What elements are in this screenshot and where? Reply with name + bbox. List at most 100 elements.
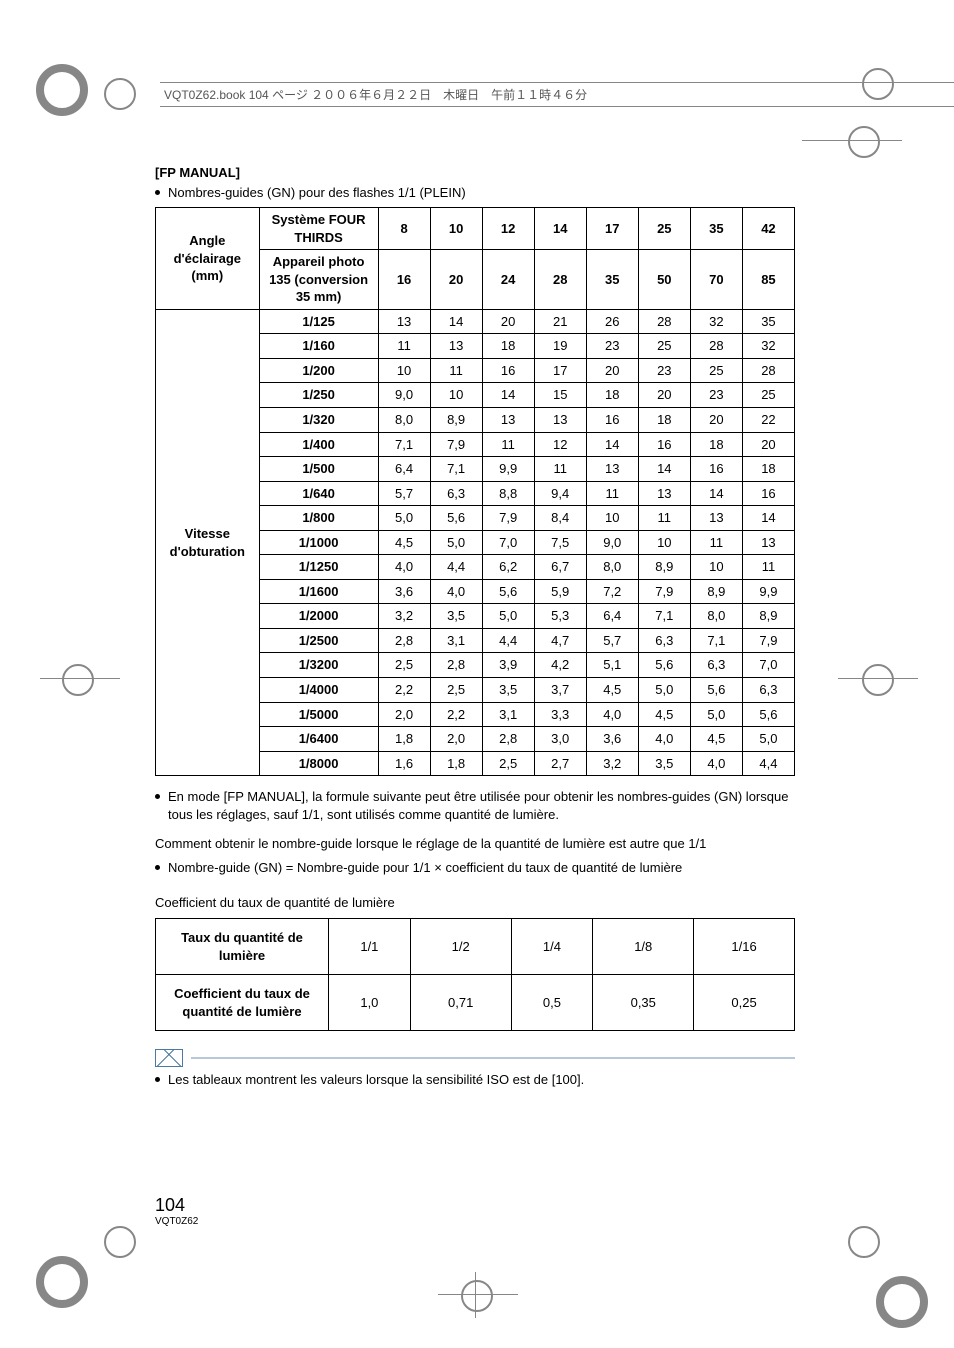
gn-cell: 1,6 bbox=[378, 751, 430, 776]
coef-row-value: Coefficient du taux de quantité de lumiè… bbox=[156, 975, 795, 1031]
gn-cell: 1,8 bbox=[430, 751, 482, 776]
gn-cell: 18 bbox=[482, 334, 534, 359]
gn-cell: 28 bbox=[742, 358, 794, 383]
gn-cell: 28 bbox=[638, 309, 690, 334]
gn-cell: 3,3 bbox=[534, 702, 586, 727]
gn-cell: 2,8 bbox=[378, 628, 430, 653]
coef-ratio-cell: 1/16 bbox=[694, 918, 795, 974]
gn-cell: 13 bbox=[430, 334, 482, 359]
gn-cell: 5,0 bbox=[638, 678, 690, 703]
gn-cell: 13 bbox=[638, 481, 690, 506]
gn-cell: 6,3 bbox=[430, 481, 482, 506]
gn-cell: 7,5 bbox=[534, 530, 586, 555]
bullet-icon bbox=[155, 794, 160, 799]
gn-cell: 3,5 bbox=[638, 751, 690, 776]
gn-cell: 8,4 bbox=[534, 506, 586, 531]
reg-mark-icon bbox=[104, 1226, 136, 1258]
gn-cell: 12 bbox=[534, 432, 586, 457]
gn-cell: 3,0 bbox=[534, 727, 586, 752]
gn-header-row-system: Angle d'éclairage (mm) Système FOUR THIR… bbox=[156, 208, 795, 250]
gn-shutter-speed: 1/1250 bbox=[259, 555, 378, 580]
gn-cell: 2,7 bbox=[534, 751, 586, 776]
gn-cell: 28 bbox=[690, 334, 742, 359]
reg-mark-icon bbox=[36, 64, 88, 116]
gn-cell: 3,2 bbox=[378, 604, 430, 629]
gn-system-value: 12 bbox=[482, 208, 534, 250]
content-area: [FP MANUAL] Nombres-guides (GN) pour des… bbox=[155, 164, 795, 1095]
gn-shutter-speed: 1/800 bbox=[259, 506, 378, 531]
gn-cell: 11 bbox=[690, 530, 742, 555]
gn-cell: 2,5 bbox=[430, 678, 482, 703]
gn-cell: 5,0 bbox=[742, 727, 794, 752]
coef-value-cell: 0,5 bbox=[511, 975, 593, 1031]
gn-cell: 2,8 bbox=[482, 727, 534, 752]
gn-cell: 9,0 bbox=[378, 383, 430, 408]
gn-cell: 7,9 bbox=[482, 506, 534, 531]
gn-cell: 8,0 bbox=[378, 408, 430, 433]
gn-cell: 20 bbox=[690, 408, 742, 433]
gn-cell: 3,6 bbox=[586, 727, 638, 752]
note-divider bbox=[155, 1049, 795, 1067]
gn-vitesse-header: Vitesse d'obturation bbox=[156, 309, 260, 775]
reg-line bbox=[40, 678, 120, 679]
gn-camera-value: 85 bbox=[742, 250, 794, 310]
gn-cell: 2,2 bbox=[378, 678, 430, 703]
reg-mark-icon bbox=[36, 1256, 88, 1308]
gn-cell: 4,4 bbox=[482, 628, 534, 653]
gn-cell: 8,0 bbox=[586, 555, 638, 580]
gn-cell: 22 bbox=[742, 408, 794, 433]
gn-cell: 16 bbox=[690, 457, 742, 482]
reg-mark-icon bbox=[62, 664, 94, 696]
gn-cell: 4,0 bbox=[430, 579, 482, 604]
gn-cell: 6,4 bbox=[586, 604, 638, 629]
gn-cell: 7,2 bbox=[586, 579, 638, 604]
gn-cell: 2,5 bbox=[482, 751, 534, 776]
gn-cell: 5,6 bbox=[638, 653, 690, 678]
reg-line bbox=[802, 140, 902, 141]
gn-cell: 11 bbox=[482, 432, 534, 457]
bullet-icon bbox=[155, 1077, 160, 1082]
gn-cell: 20 bbox=[482, 309, 534, 334]
gn-cell: 9,4 bbox=[534, 481, 586, 506]
gn-angle-header: Angle d'éclairage (mm) bbox=[156, 208, 260, 310]
gn-cell: 11 bbox=[742, 555, 794, 580]
gn-cell: 13 bbox=[482, 408, 534, 433]
gn-cell: 21 bbox=[534, 309, 586, 334]
gn-cell: 4,4 bbox=[742, 751, 794, 776]
gn-cell: 32 bbox=[690, 309, 742, 334]
coef-ratio-cell: 1/8 bbox=[593, 918, 694, 974]
gn-camera-value: 28 bbox=[534, 250, 586, 310]
gn-cell: 4,0 bbox=[690, 751, 742, 776]
gn-cell: 3,1 bbox=[430, 628, 482, 653]
note-rule bbox=[191, 1057, 795, 1059]
gn-cell: 8,9 bbox=[690, 579, 742, 604]
doc-code: VQT0Z62 bbox=[155, 1216, 198, 1227]
gn-cell: 6,4 bbox=[378, 457, 430, 482]
gn-cell: 6,3 bbox=[638, 628, 690, 653]
gn-cell: 9,0 bbox=[586, 530, 638, 555]
gn-cell: 25 bbox=[638, 334, 690, 359]
gn-cell: 26 bbox=[586, 309, 638, 334]
gn-cell: 8,9 bbox=[742, 604, 794, 629]
gn-cell: 25 bbox=[742, 383, 794, 408]
reg-mark-icon bbox=[104, 78, 136, 110]
gn-cell: 8,9 bbox=[430, 408, 482, 433]
gn-cell: 7,0 bbox=[742, 653, 794, 678]
gn-cell: 11 bbox=[534, 457, 586, 482]
gn-cell: 2,0 bbox=[430, 727, 482, 752]
coef-value-cell: 1,0 bbox=[329, 975, 411, 1031]
gn-cell: 13 bbox=[690, 506, 742, 531]
coef-ratio-cell: 1/4 bbox=[511, 918, 593, 974]
gn-cell: 20 bbox=[586, 358, 638, 383]
bullet-icon bbox=[155, 865, 160, 870]
gn-cell: 14 bbox=[690, 481, 742, 506]
coef-table: Taux du quantité de lumière 1/11/21/41/8… bbox=[155, 918, 795, 1031]
gn-cell: 3,9 bbox=[482, 653, 534, 678]
gn-cell: 18 bbox=[638, 408, 690, 433]
howto-bullet: Nombre-guide (GN) = Nombre-guide pour 1/… bbox=[155, 859, 795, 877]
gn-shutter-speed: 1/1600 bbox=[259, 579, 378, 604]
gn-table: Angle d'éclairage (mm) Système FOUR THIR… bbox=[155, 207, 795, 776]
page-footer: 104 VQT0Z62 bbox=[155, 1195, 198, 1227]
gn-cell: 10 bbox=[378, 358, 430, 383]
gn-shutter-speed: 1/5000 bbox=[259, 702, 378, 727]
